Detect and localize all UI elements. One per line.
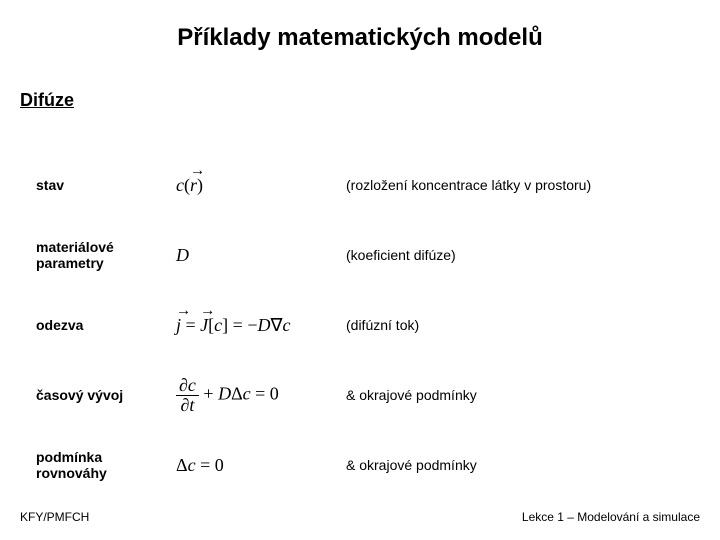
row-label: podmínka rovnováhy — [36, 449, 176, 481]
row-stav: stav c(r→) (rozložení koncentrace látky … — [36, 150, 684, 220]
row-desc: (difúzní tok) — [346, 317, 684, 333]
row-desc: (rozložení koncentrace látky v prostoru) — [346, 177, 684, 193]
row-odezva: odezva j→ = J→[c] = −D∇c (difúzní tok) — [36, 290, 684, 360]
row-parametry: materiálové parametry D (koeficient difú… — [36, 220, 684, 290]
row-label: časový vývoj — [36, 387, 176, 403]
row-desc: & okrajové podmínky — [346, 457, 684, 473]
row-formula: j→ = J→[c] = −D∇c — [176, 315, 346, 336]
row-desc: (koeficient difúze) — [346, 247, 684, 263]
slide: Příklady matematických modelů Difúze sta… — [0, 0, 720, 540]
footer-left: KFY/PMFCH — [20, 510, 89, 524]
row-formula: c(r→) — [176, 175, 346, 196]
row-formula: Δc = 0 — [176, 455, 346, 476]
row-formula: D — [176, 245, 346, 266]
footer-right: Lekce 1 – Modelování a simulace — [522, 510, 700, 524]
content-rows: stav c(r→) (rozložení koncentrace látky … — [36, 150, 684, 500]
row-label: materiálové parametry — [36, 239, 176, 271]
row-casovy-vyvoj: časový vývoj ∂c ∂t + DΔc = 0 & okrajové … — [36, 360, 684, 430]
row-label: stav — [36, 177, 176, 193]
row-rovnovaha: podmínka rovnováhy Δc = 0 & okrajové pod… — [36, 430, 684, 500]
page-title: Příklady matematických modelů — [0, 24, 720, 52]
row-desc: & okrajové podmínky — [346, 387, 684, 403]
row-label: odezva — [36, 317, 176, 333]
row-formula: ∂c ∂t + DΔc = 0 — [176, 376, 346, 415]
section-heading: Difúze — [20, 90, 74, 111]
